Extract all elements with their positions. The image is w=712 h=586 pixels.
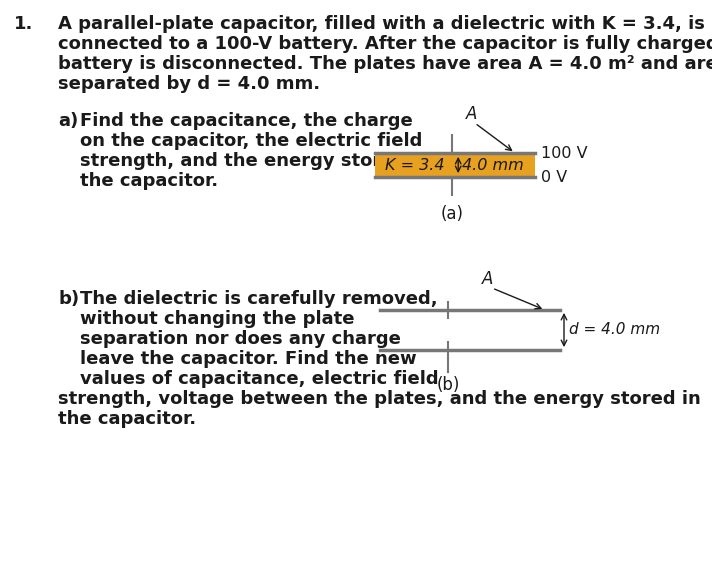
Text: battery is disconnected. The plates have area A = 4.0 m² and are: battery is disconnected. The plates have…: [58, 55, 712, 73]
Text: values of capacitance, electric field: values of capacitance, electric field: [80, 370, 439, 388]
Text: Find the capacitance, the charge: Find the capacitance, the charge: [80, 112, 413, 130]
Text: K = 3.4: K = 3.4: [385, 158, 444, 172]
Text: a): a): [58, 112, 78, 130]
Text: A: A: [466, 105, 478, 123]
Text: separated by d = 4.0 mm.: separated by d = 4.0 mm.: [58, 75, 320, 93]
Text: A parallel-plate capacitor, filled with a dielectric with K = 3.4, is: A parallel-plate capacitor, filled with …: [58, 15, 705, 33]
Text: A: A: [482, 270, 493, 288]
Text: 100 V: 100 V: [541, 145, 587, 161]
Text: d = 4.0 mm: d = 4.0 mm: [569, 322, 660, 338]
Text: b): b): [58, 290, 79, 308]
Text: the capacitor.: the capacitor.: [58, 410, 196, 428]
Text: without changing the plate: without changing the plate: [80, 310, 355, 328]
Text: on the capacitor, the electric field: on the capacitor, the electric field: [80, 132, 422, 150]
Text: separation nor does any charge: separation nor does any charge: [80, 330, 401, 348]
Text: (a): (a): [440, 205, 464, 223]
Text: leave the capacitor. Find the new: leave the capacitor. Find the new: [80, 350, 417, 368]
Text: connected to a 100-V battery. After the capacitor is fully charged, the: connected to a 100-V battery. After the …: [58, 35, 712, 53]
Text: the capacitor.: the capacitor.: [80, 172, 218, 190]
Text: (b): (b): [436, 376, 460, 394]
Text: The dielectric is carefully removed,: The dielectric is carefully removed,: [80, 290, 438, 308]
Text: 1.: 1.: [14, 15, 33, 33]
Text: strength, voltage between the plates, and the energy stored in: strength, voltage between the plates, an…: [58, 390, 701, 408]
Text: 4.0 mm: 4.0 mm: [462, 158, 524, 172]
Text: strength, and the energy stored in: strength, and the energy stored in: [80, 152, 431, 170]
Text: 0 V: 0 V: [541, 169, 567, 185]
Bar: [375, 153, 535, 177]
